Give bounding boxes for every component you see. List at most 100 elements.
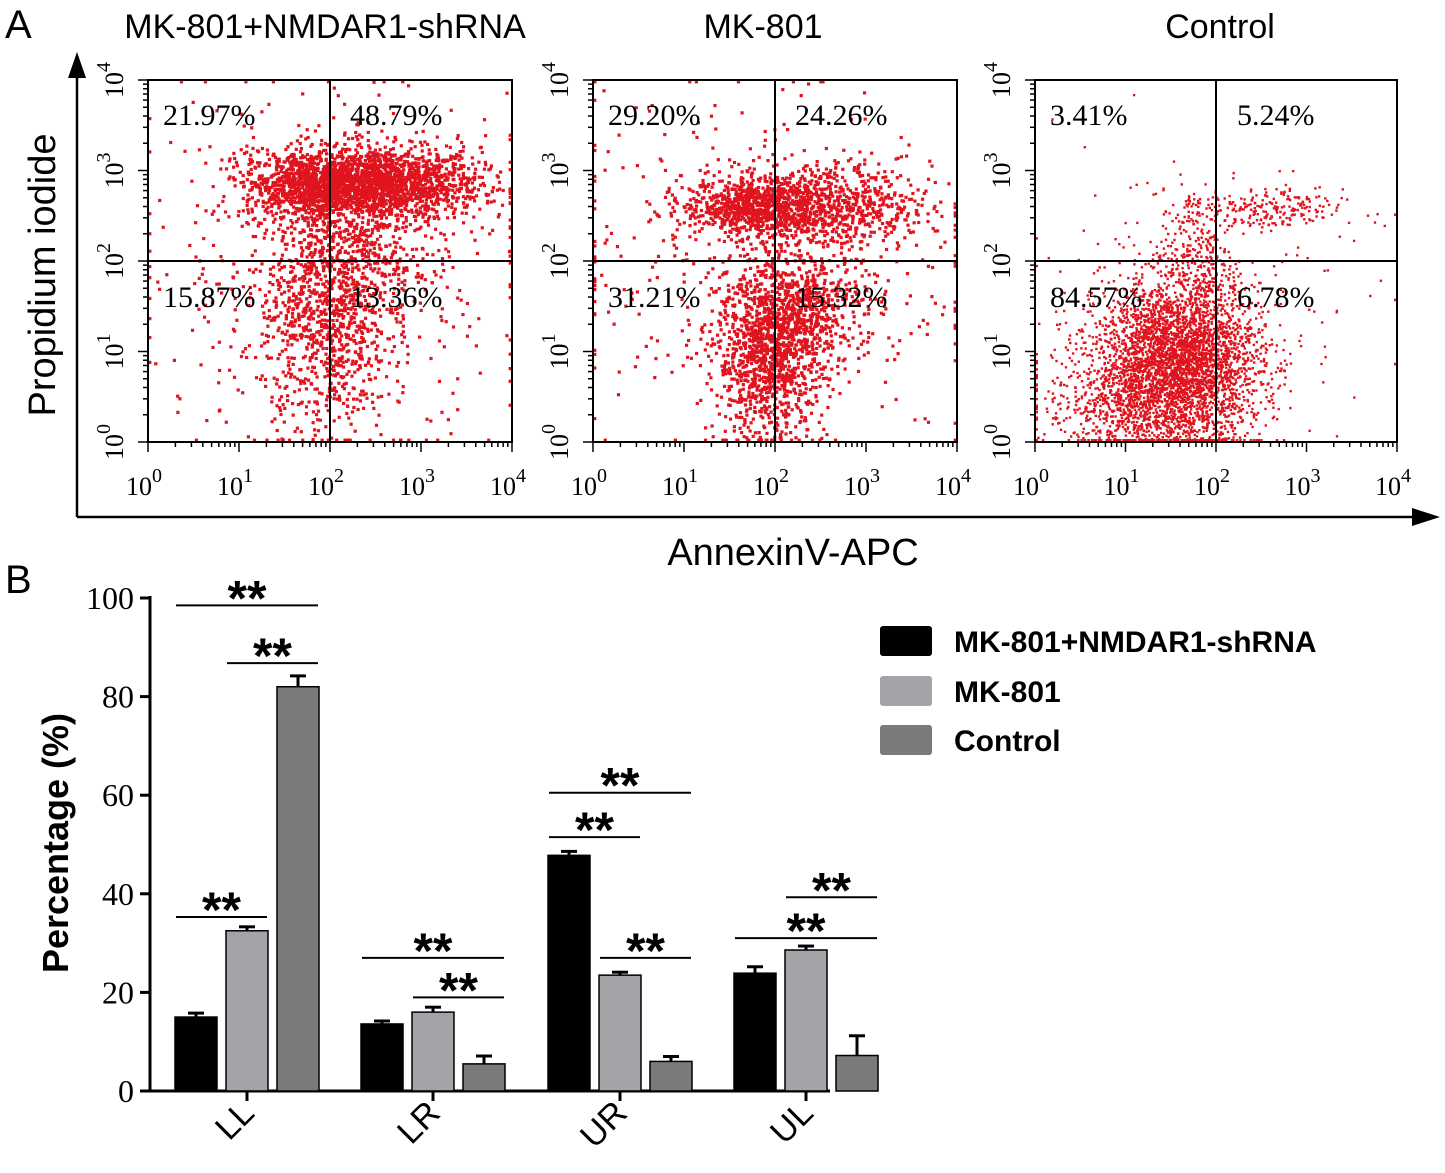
scatter-point <box>368 183 372 187</box>
scatter-point <box>397 170 401 174</box>
scatter-point <box>771 392 775 396</box>
scatter-point <box>417 170 421 174</box>
scatter-point <box>346 251 350 255</box>
scatter-point <box>440 164 444 168</box>
scatter-point <box>275 162 279 166</box>
scatter-point <box>366 361 370 365</box>
scatter-point <box>392 195 396 200</box>
scatter-point <box>370 151 374 155</box>
scatter-point <box>439 191 443 195</box>
scatter-point <box>449 108 453 112</box>
scatter-point <box>273 181 277 185</box>
scatter-point <box>330 287 334 291</box>
scatter-point <box>301 200 305 204</box>
scatter-point <box>332 388 336 392</box>
scatter-point <box>404 204 408 208</box>
scatter-point <box>780 430 784 434</box>
scatter-point <box>424 169 428 173</box>
scatter-point <box>253 165 257 169</box>
scatter-point <box>347 155 351 159</box>
scatter-point <box>757 344 761 348</box>
scatter-point <box>233 308 237 312</box>
scatter-point <box>405 160 409 164</box>
scatter-point <box>350 262 354 266</box>
scatter-point <box>324 203 328 207</box>
scatter-point <box>394 138 398 142</box>
scatter-point <box>331 299 335 303</box>
scatter-point <box>429 162 434 166</box>
x-tick-label: 104 <box>490 465 526 501</box>
scatter-point <box>391 251 395 255</box>
scatter-point <box>297 209 301 213</box>
scatter-point <box>266 324 270 328</box>
scatter-point <box>342 229 346 233</box>
scatter-point <box>784 316 789 320</box>
scatter-point <box>781 358 785 362</box>
scatter-point <box>254 355 258 360</box>
scatter-point <box>303 174 307 178</box>
scatter-point <box>338 154 342 158</box>
scatter-point <box>435 176 439 180</box>
scatter-point <box>453 156 457 161</box>
scatter-point <box>465 205 469 209</box>
scatter-point <box>831 387 835 392</box>
scatter-point <box>394 168 398 172</box>
scatter-point <box>315 402 319 406</box>
scatter-point <box>372 169 376 173</box>
scatter-point <box>323 141 327 146</box>
scatter-point <box>285 329 289 333</box>
scatter-point <box>430 281 434 285</box>
scatter-point <box>751 339 755 343</box>
scatter-point <box>311 317 315 321</box>
scatter-point <box>346 163 350 167</box>
scatter-point <box>313 196 317 200</box>
scatter-point <box>348 175 352 179</box>
scatter-point <box>324 152 329 156</box>
scatter-point <box>372 242 376 247</box>
scatter-point <box>350 270 355 274</box>
scatter-point <box>295 195 300 199</box>
scatter-point <box>212 209 216 213</box>
scatter-point <box>344 281 348 285</box>
scatter-point <box>335 172 339 176</box>
scatter-point <box>194 221 198 225</box>
scatter-point <box>335 318 339 322</box>
scatter-point <box>335 438 339 442</box>
scatter-point <box>337 329 341 333</box>
scatter-point <box>332 353 336 357</box>
scatter-point <box>247 162 251 166</box>
scatter-point <box>325 264 329 268</box>
scatter-point <box>276 438 280 442</box>
scatter-point <box>376 179 380 183</box>
scatter-point <box>465 183 469 187</box>
scatter-point <box>315 185 319 189</box>
scatter-point <box>351 359 355 363</box>
scatter-point <box>290 285 294 289</box>
scatter-point <box>261 200 266 204</box>
scatter-point <box>338 200 342 205</box>
scatter-point <box>315 308 319 312</box>
scatter-point <box>345 335 349 339</box>
scatter-point <box>380 271 384 275</box>
scatter-point <box>304 210 308 215</box>
scatter-point <box>743 346 748 350</box>
scatter-point <box>297 163 301 168</box>
scatter-point <box>406 174 410 178</box>
scatter-point <box>343 142 347 146</box>
scatter-point <box>468 325 472 329</box>
scatter-point <box>353 173 357 177</box>
scatter-point <box>355 198 359 202</box>
scatter-point <box>756 355 760 359</box>
scatter-point <box>360 331 365 335</box>
scatter-point <box>836 283 840 287</box>
scatter-point <box>352 257 356 261</box>
scatter-point <box>452 168 456 172</box>
scatter-point <box>271 153 275 158</box>
scatter-point <box>398 257 402 261</box>
scatter-point <box>275 382 279 386</box>
scatter-point <box>404 176 408 180</box>
scatter-point <box>257 177 261 181</box>
scatter-point <box>356 157 360 161</box>
scatter-point <box>341 347 345 351</box>
scatter-point <box>202 237 206 241</box>
